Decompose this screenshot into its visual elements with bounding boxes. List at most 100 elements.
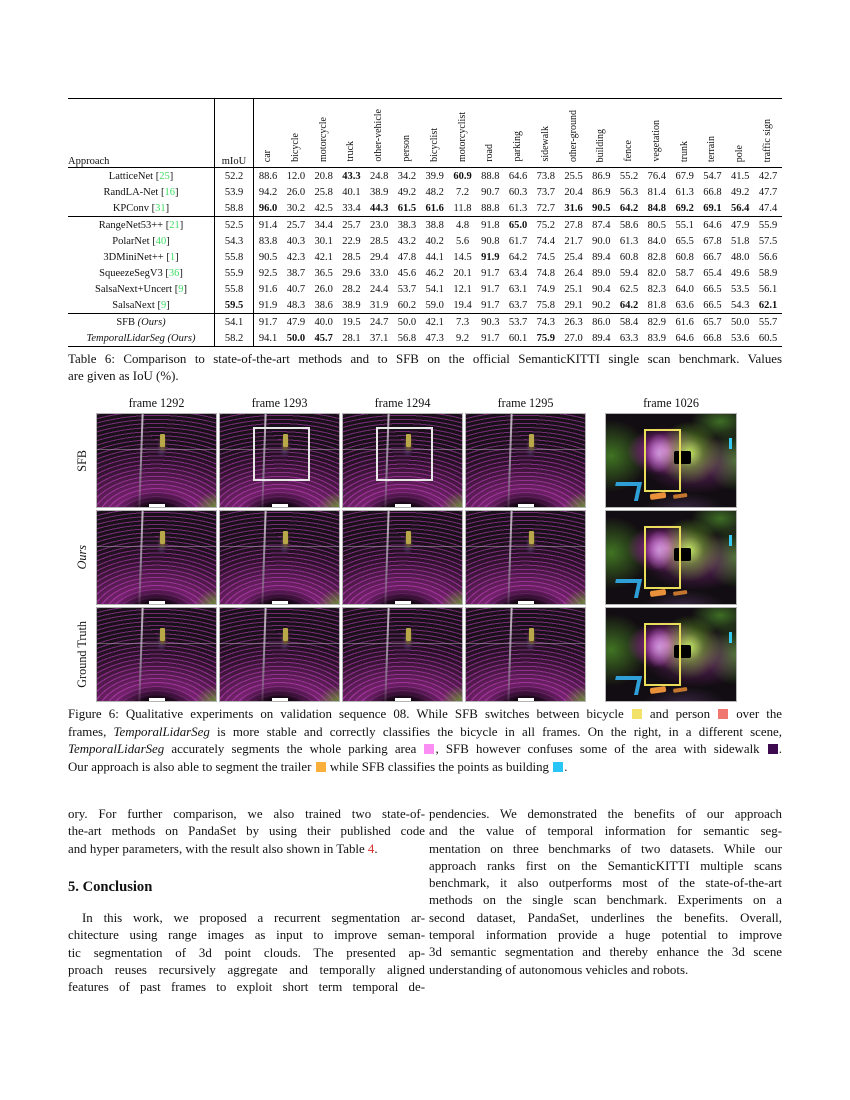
column-header-other-vehicle: other-vehicle xyxy=(373,109,385,162)
iou-cell: 90.2 xyxy=(592,299,611,311)
approach-name-cell: RandLA-Net [16] xyxy=(68,184,215,200)
iou-cell: 28.2 xyxy=(342,283,361,295)
miou-cell: 52.5 xyxy=(214,216,254,233)
miou-cell: 59.5 xyxy=(214,297,254,314)
iou-cell: 25.1 xyxy=(564,283,583,295)
iou-cell: 65.4 xyxy=(703,267,722,279)
lidar-panel xyxy=(465,413,586,508)
vegetation-patch xyxy=(440,588,462,604)
iou-cell: 60.9 xyxy=(453,170,472,182)
iou-cell: 58.9 xyxy=(758,267,778,279)
iou-cell: 49.2 xyxy=(397,186,417,198)
iou-cell: 47.7 xyxy=(758,186,778,198)
road-marking-blue xyxy=(611,675,642,695)
iou-cell: 29.6 xyxy=(342,267,361,279)
iou-cell: 91.7 xyxy=(481,267,500,279)
body-text-line: benchmark, it also outperforms most of t… xyxy=(429,876,782,891)
iou-cell: 63.4 xyxy=(508,267,528,279)
trailer-legend-swatch xyxy=(315,761,326,772)
lidar-panel-scene2 xyxy=(605,413,737,508)
iou-cell: 24.4 xyxy=(370,283,389,295)
table-row: SFB (Ours) 54.1 91.7 47.9 40.0 19.5 24.7 50.0 42… xyxy=(68,313,782,330)
lidar-panel-scene2 xyxy=(605,510,737,605)
column-header-parking: parking xyxy=(512,131,524,162)
citation-number: 36 xyxy=(168,267,180,279)
iou-cell: 49.6 xyxy=(730,267,750,279)
lidar-panel-scene2 xyxy=(605,607,737,702)
iou-cell: 57.5 xyxy=(758,235,778,247)
iou-cell: 64.0 xyxy=(675,283,694,295)
iou-cell: 41.5 xyxy=(730,170,750,182)
miou-cell: 55.8 xyxy=(214,281,254,297)
body-text-line: chitecture using range images as input t… xyxy=(68,928,425,943)
cyclist-points xyxy=(406,434,412,448)
horizon-line xyxy=(97,449,216,451)
iou-cell: 25.8 xyxy=(314,186,333,198)
iou-cell: 29.4 xyxy=(370,251,389,263)
highlight-box-white xyxy=(253,427,310,482)
iou-cell: 22.9 xyxy=(342,235,361,247)
iou-cell: 33.4 xyxy=(342,202,361,214)
citation-number: 16 xyxy=(164,186,175,198)
iou-cell: 20.4 xyxy=(564,186,583,198)
iou-cell: 25.4 xyxy=(564,251,583,263)
iou-cell: 61.6 xyxy=(425,202,444,214)
iou-cell: 74.5 xyxy=(536,251,555,263)
table-row: PolarNet [40] 54.3 83.8 40.3 30.1 22.9 28.5 43.… xyxy=(68,233,782,249)
vegetation-patch xyxy=(563,685,585,701)
iou-cell: 61.6 xyxy=(675,316,694,328)
iou-cell: 61.7 xyxy=(508,235,528,247)
vegetation-patch xyxy=(194,588,216,604)
iou-cell: 29.1 xyxy=(564,299,583,311)
iou-cell: 40.3 xyxy=(286,235,306,247)
vegetation-patch xyxy=(563,588,585,604)
iou-cell: 91.9 xyxy=(481,251,500,263)
iou-cell: 59.0 xyxy=(425,299,444,311)
iou-cell: 26.0 xyxy=(314,283,333,295)
iou-cell: 90.7 xyxy=(481,186,500,198)
iou-cell: 86.0 xyxy=(592,316,611,328)
horizon-line xyxy=(220,546,339,548)
body-text-line: features of past frames to exploit short… xyxy=(68,980,425,995)
iou-cell: 66.8 xyxy=(703,186,722,198)
highlight-box-yellow xyxy=(643,525,682,590)
iou-cell: 55.2 xyxy=(619,170,639,182)
iou-cell: 73.7 xyxy=(536,186,555,198)
parking-area-points xyxy=(646,531,673,569)
iou-cell: 91.7 xyxy=(481,299,500,311)
lidar-panel xyxy=(96,413,217,508)
iou-cell: 12.1 xyxy=(453,283,472,295)
iou-cell: 44.3 xyxy=(370,202,389,214)
iou-cell: 34.2 xyxy=(397,170,417,182)
vegetation-patch xyxy=(194,491,216,507)
column-header-car: car xyxy=(262,149,274,162)
iou-cell: 63.1 xyxy=(508,283,528,295)
ego-marker xyxy=(395,504,412,507)
iou-cell: 64.6 xyxy=(508,170,528,182)
path-line xyxy=(261,608,267,701)
cyan-points xyxy=(729,632,733,644)
iou-cell: 60.3 xyxy=(508,186,528,198)
iou-cell: 65.7 xyxy=(703,316,722,328)
iou-cell: 4.8 xyxy=(455,219,470,231)
iou-cell: 81.8 xyxy=(647,299,667,311)
iou-cell: 59.4 xyxy=(619,267,639,279)
column-header-traffic-sign: traffic sign xyxy=(762,118,774,162)
body-text-line: approach ranks first on the SemanticKITT… xyxy=(429,858,782,873)
iou-cell: 38.6 xyxy=(314,299,333,311)
lidar-panel xyxy=(465,510,586,605)
frame-label: frame 1293 xyxy=(251,396,308,410)
iou-cell: 53.5 xyxy=(730,283,750,295)
frame-labels-row: frame 1292 frame 1293 frame 1294 frame 1… xyxy=(68,396,782,411)
column-header-person: person xyxy=(400,135,412,162)
iou-cell: 56.3 xyxy=(619,186,639,198)
iou-cell: 82.9 xyxy=(647,316,667,328)
iou-cell: 88.8 xyxy=(481,202,500,214)
table-row: SalsaNext [9] 59.5 91.9 48.3 38.6 38.9 31.9 60.… xyxy=(68,297,782,314)
body-text-line: ory. For further comparison, we also tra… xyxy=(68,807,425,821)
path-line xyxy=(384,511,390,604)
horizon-line xyxy=(466,643,585,645)
italic-text: TemporalLidarSeg xyxy=(113,724,210,739)
cyan-points xyxy=(729,438,733,450)
iou-cell: 40.1 xyxy=(342,186,361,198)
